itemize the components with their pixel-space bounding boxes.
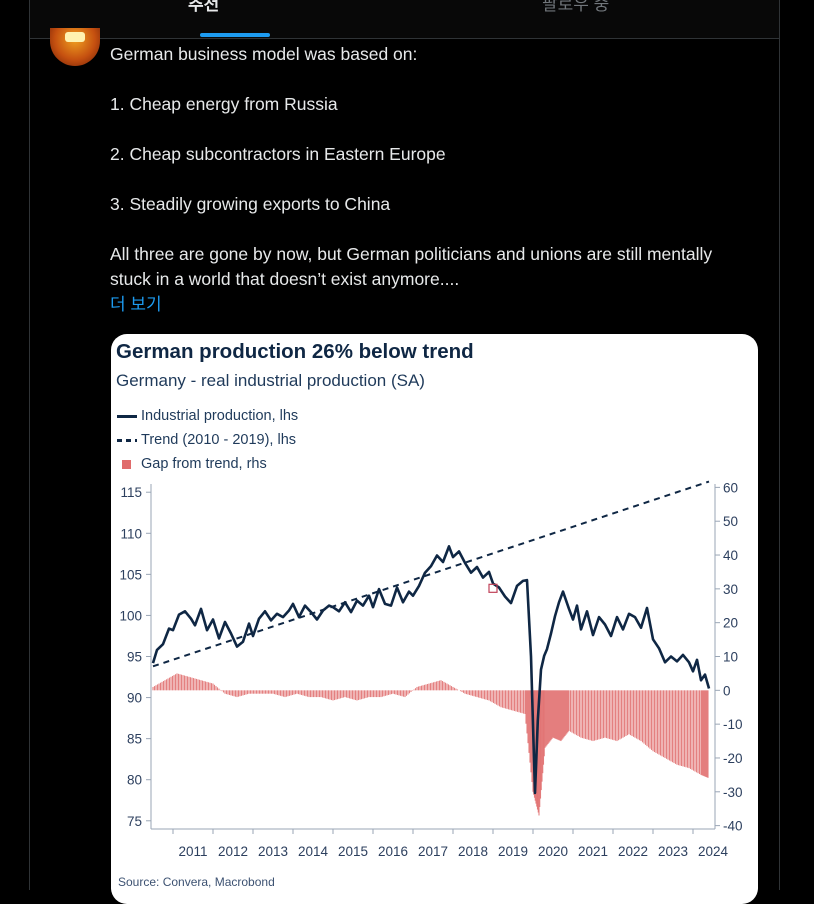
y-left-tick-label: 85 [127,732,142,747]
legend-label-production: Industrial production, lhs [141,408,299,424]
y-right-tick-label: 0 [723,683,731,698]
chart-source: Source: Convera, Macrobond [118,875,275,889]
x-tick-label: 2019 [498,844,528,859]
y-left-tick-label: 115 [120,485,142,500]
legend-line-swatch [117,414,137,418]
x-tick-label: 2012 [218,844,248,859]
x-tick-label: 2014 [298,844,329,859]
tab-for-you[interactable]: 추천 [188,0,220,14]
legend-item-production: Industrial production, lhs [117,404,298,428]
tweet-line-3: 2. Cheap subcontractors in Eastern Europ… [110,144,446,164]
highlight-marker [488,583,498,593]
y-right-tick-label: -30 [723,785,743,800]
timeline-tabs: 추천 팔로우 중 [30,0,779,39]
chart-legend: Industrial production, lhs Trend (2010 -… [117,404,298,476]
tab-following[interactable]: 팔로우 중 [542,0,610,14]
y-right-tick-label: -20 [723,751,743,766]
y-right-tick-label: 30 [723,582,738,597]
tweet-line-4: 3. Steadily growing exports to China [110,194,391,214]
active-tab-indicator [200,33,270,37]
chart-title: German production 26% below trend [116,340,474,363]
y-left-tick-label: 100 [119,608,142,623]
tweet-line-1: German business model was based on: [110,44,418,64]
legend-label-trend: Trend (2010 - 2019), lhs [141,432,297,448]
y-right-tick-label: -40 [723,819,743,834]
y-left-tick-label: 95 [127,650,142,665]
x-tick-label: 2018 [458,844,488,859]
chart-plot-area: 75 80 85 90 95 100 105 110 115 -40 -30 -20 -10 0 10 20 3… [119,480,743,859]
tweet-line-5: All three are gone by now, but German po… [110,244,713,289]
x-tick-label: 2016 [378,844,408,859]
y-right-tick-label: 10 [723,650,738,665]
x-tick-label: 2017 [418,844,448,859]
y-right-tick-label: -10 [723,717,743,732]
x-tick-label: 2013 [258,844,288,859]
show-more-link[interactable]: 더 보기 [110,295,162,314]
y-right-tick-label: 20 [723,616,738,631]
x-tick-label: 2023 [658,844,688,859]
trend-line [152,480,710,668]
avatar[interactable] [50,28,100,66]
legend-label-gap: Gap from trend, rhs [141,456,267,472]
x-tick-label: 2022 [618,844,648,859]
legend-square-swatch [122,459,131,469]
tweet-line-2: 1. Cheap energy from Russia [110,94,338,114]
avatar-image [65,32,85,42]
y-right-tick-label: 40 [723,548,738,563]
x-tick-label: 2011 [178,844,207,859]
y-left-tick-label: 105 [119,567,142,582]
y-left-tick-label: 90 [127,691,142,706]
production-line [151,545,711,795]
y-right-tick-label: 60 [723,480,738,495]
legend-item-gap: Gap from trend, rhs [117,452,298,476]
chart-subtitle: Germany - real industrial production (SA… [116,371,425,390]
x-tick-label: 2015 [338,844,368,859]
tweet-text: German business model was based on: 1. C… [110,42,750,292]
tweet-media-chart[interactable]: German production 26% below trend German… [111,334,758,904]
timeline-column: 추천 팔로우 중 German business model was based… [29,0,780,904]
x-tick-label: 2021 [578,844,608,859]
legend-dash-swatch [117,438,137,442]
legend-item-trend: Trend (2010 - 2019), lhs [117,428,298,452]
y-right-tick-label: 50 [723,514,738,529]
x-tick-label: 2020 [538,844,568,859]
y-left-tick-label: 80 [127,773,142,788]
y-left-tick-label: 110 [120,526,142,541]
x-tick-label: 2024 [698,844,729,859]
y-left-tick-label: 75 [127,814,142,829]
